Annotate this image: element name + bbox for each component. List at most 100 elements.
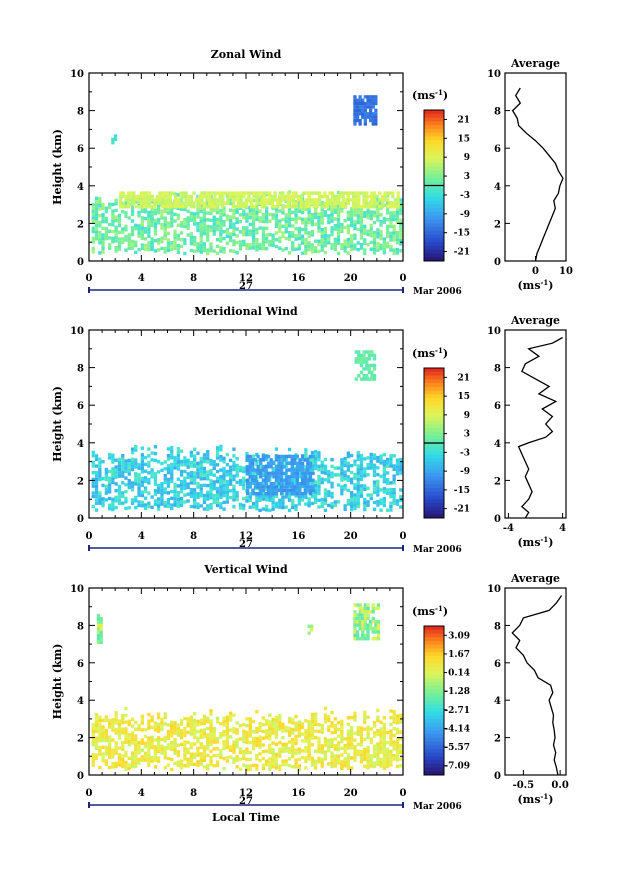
- heatmap-cell: [310, 736, 315, 740]
- heatmap-cell: [261, 246, 265, 251]
- heatmap-cell: [359, 222, 364, 227]
- heatmap-cell: [255, 740, 259, 744]
- heatmap-patch-cell: [372, 205, 377, 209]
- heatmap-cell: [363, 507, 367, 512]
- heatmap-cell: [281, 217, 285, 222]
- heatmap-cell: [150, 210, 154, 214]
- heatmap-patch-cell: [303, 488, 307, 493]
- heatmap-cell: [271, 507, 275, 511]
- heatmap-cell: [300, 241, 305, 245]
- heatmap-cell: [363, 474, 367, 478]
- heatmap-patch-cell: [213, 198, 217, 202]
- heatmap-patch-cell: [121, 201, 125, 205]
- heatmap-cell: [382, 251, 386, 255]
- heatmap-cell: [117, 746, 122, 750]
- x-tick-label: 4: [138, 531, 145, 542]
- heatmap-patch-cell: [352, 201, 356, 205]
- heatmap-cell: [111, 473, 115, 478]
- heatmap-cell: [202, 228, 207, 232]
- heatmap-cell: [232, 713, 236, 717]
- heatmap-cell: [160, 488, 164, 493]
- heatmap-cell: [389, 224, 393, 229]
- heatmap-cell: [134, 461, 138, 466]
- average-profile-line: [511, 595, 563, 776]
- heatmap-cell: [372, 507, 377, 511]
- heatmap-cell: [242, 507, 246, 511]
- heatmap-cell: [356, 749, 360, 753]
- heatmap-patch-cell: [278, 194, 282, 199]
- heatmap-cell: [323, 464, 328, 468]
- heatmap-cell: [209, 722, 213, 726]
- heatmap-patch-cell: [341, 191, 345, 195]
- heatmap-cell: [258, 742, 262, 746]
- heatmap-cell: [366, 735, 370, 740]
- heatmap-cell: [343, 743, 347, 748]
- heatmap-cell: [212, 740, 216, 744]
- heatmap-cell: [94, 200, 99, 204]
- colorbar-segment: [424, 652, 444, 657]
- heatmap-cell: [140, 243, 144, 247]
- heatmap-cell: [261, 229, 265, 234]
- heatmap-cell: [114, 482, 118, 486]
- heatmap-cell: [363, 231, 367, 235]
- heatmap-cell: [147, 471, 151, 475]
- heatmap-patch-cell: [264, 471, 268, 476]
- heatmap-cell: [274, 725, 279, 730]
- heatmap-cell: [392, 228, 396, 232]
- heatmap-cell: [376, 729, 380, 733]
- heatmap-cell: [157, 749, 161, 753]
- heatmap-cell: [382, 743, 386, 747]
- heatmap-cell: [392, 231, 396, 235]
- heatmap-patch-cell: [391, 205, 395, 209]
- heatmap-cell: [281, 749, 285, 753]
- heatmap-cell: [395, 247, 400, 252]
- heatmap-cell: [160, 246, 164, 251]
- heatmap-cell: [356, 220, 360, 225]
- heatmap-cell: [104, 718, 108, 723]
- heatmap-patch-cell: [306, 478, 310, 482]
- heatmap-patch-cell: [341, 201, 345, 205]
- colorbar-segment: [424, 499, 444, 504]
- colorbar-segment: [424, 257, 444, 262]
- heatmap-cell: [323, 737, 328, 741]
- heatmap-cell: [176, 753, 180, 758]
- heatmap-cell: [215, 476, 220, 480]
- heatmap-cell: [330, 458, 334, 462]
- heatmap-cell: [98, 745, 102, 750]
- heatmap-cell: [189, 471, 193, 475]
- heatmap-cell: [248, 212, 252, 216]
- heatmap-cell: [350, 729, 354, 733]
- heatmap-patch-cell: [273, 194, 277, 199]
- heatmap-patch-cell: [251, 488, 255, 493]
- heatmap-cell: [323, 757, 328, 761]
- colorbar-segment: [424, 678, 444, 683]
- colorbar-segment: [424, 629, 444, 634]
- heatmap-patch-cell: [251, 475, 255, 479]
- heatmap-cell: [229, 215, 233, 219]
- heatmap-cell: [94, 713, 99, 717]
- heatmap-cell: [382, 753, 386, 757]
- heatmap-patch-cell: [357, 374, 361, 378]
- heatmap-cell: [98, 467, 102, 472]
- heatmap-cell: [127, 233, 131, 237]
- heatmap-cell: [314, 463, 318, 467]
- heatmap-cell: [150, 247, 154, 251]
- heatmap-cell: [219, 735, 223, 739]
- heatmap-cell: [314, 490, 318, 494]
- heatmap-cell: [176, 247, 180, 251]
- heatmap-patch-cell: [282, 478, 286, 482]
- heatmap-patch-cell: [277, 465, 281, 469]
- heatmap-cell: [297, 233, 301, 237]
- heatmap-patch-cell: [266, 475, 271, 479]
- heatmap-cell: [173, 503, 177, 507]
- heatmap-cell: [310, 450, 315, 455]
- heatmap-cell: [183, 764, 187, 768]
- heatmap-cell: [399, 488, 403, 492]
- heatmap-patch-cell: [369, 115, 373, 119]
- heatmap-patch-cell: [358, 610, 362, 614]
- heatmap-cell: [163, 219, 167, 224]
- colorbar-segment: [424, 674, 444, 679]
- heatmap-cell: [140, 453, 144, 457]
- heatmap-cell: [130, 239, 135, 244]
- heatmap-cell: [350, 241, 354, 245]
